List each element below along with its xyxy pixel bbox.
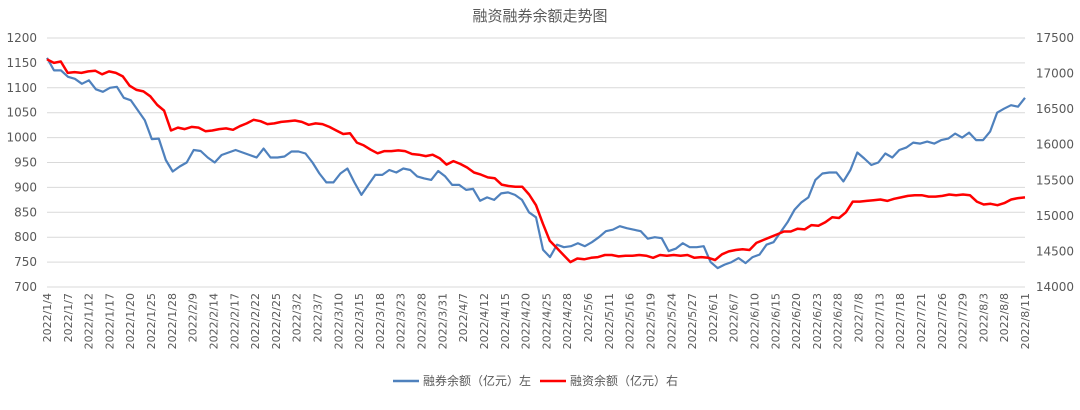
x-axis-tick-label: 2022/5/19 <box>644 293 657 349</box>
legend-label: 融券余额（亿元）左 <box>423 373 531 388</box>
x-axis-tick-label: 2022/5/24 <box>665 293 678 349</box>
right-axis-tick-label: 16500 <box>1036 102 1074 116</box>
x-axis-tick-label: 2022/4/15 <box>499 293 512 349</box>
left-axis-tick-label: 800 <box>14 230 37 244</box>
gridlines <box>47 37 1025 288</box>
right-axis-tick-label: 16000 <box>1036 138 1074 152</box>
right-axis-tick-label: 14500 <box>1036 244 1074 258</box>
left-axis-tick-label: 950 <box>14 156 37 170</box>
x-axis-tick-label: 2022/3/28 <box>416 293 429 349</box>
x-axis-tick-label: 2022/6/7 <box>728 293 741 342</box>
x-axis-tick-label: 2022/6/28 <box>832 293 845 349</box>
left-axis-tick-label: 700 <box>14 280 37 294</box>
x-axis-tick-label: 2022/4/28 <box>561 293 574 349</box>
series-line-short-selling <box>46 57 1026 270</box>
x-axis-tick-label: 2022/4/7 <box>457 293 470 342</box>
x-axis-tick-label: 2022/5/6 <box>582 293 595 342</box>
x-axis-tick-label: 2022/1/28 <box>166 293 179 349</box>
x-axis-tick-label: 2022/3/18 <box>374 293 387 349</box>
left-axis-tick-label: 750 <box>14 255 37 269</box>
left-axis-tick-label: 1150 <box>6 56 37 70</box>
x-axis-tick-label: 2022/7/13 <box>873 293 886 349</box>
left-axis-tick-label: 1100 <box>6 81 37 95</box>
x-axis-tick-label: 2022/7/21 <box>915 293 928 349</box>
x-axis-tick-label: 2022/4/25 <box>540 293 553 349</box>
left-axis-tick-label: 900 <box>14 180 37 194</box>
x-axis-tick-label: 2022/2/14 <box>207 293 220 349</box>
left-axis-tick-label: 1050 <box>6 106 37 120</box>
right-axis-tick-label: 14000 <box>1036 280 1074 294</box>
x-axis-tick-label: 2022/3/31 <box>436 293 449 349</box>
x-axis-tick-label: 2022/7/26 <box>936 293 949 349</box>
x-axis-tick-label: 2022/8/3 <box>977 293 990 342</box>
x-axis-tick-label: 2022/2/22 <box>249 293 262 349</box>
x-axis-tick-label: 2022/1/12 <box>83 293 96 349</box>
x-axis-tick-label: 2022/7/29 <box>957 293 970 349</box>
x-axis-ticks: 2022/1/4 2022/1/7 2022/1/12 2022/1/17 2022/1… <box>41 293 1032 349</box>
x-axis-tick-label: 2022/2/9 <box>187 293 200 342</box>
legend: 融券余额（亿元）左 融资余额（亿元）右 <box>393 373 678 388</box>
series-line-margin-financing <box>46 58 1026 264</box>
right-axis-tick-label: 17000 <box>1036 67 1074 81</box>
left-axis-tick-label: 1200 <box>6 31 37 45</box>
x-axis-tick-label: 2022/6/1 <box>707 293 720 342</box>
left-axis-ticks: 700 750 800 850 900 950 1000 1050 1100 1150 1200 <box>6 31 37 294</box>
x-axis-tick-label: 2022/1/7 <box>62 293 75 342</box>
x-axis-tick-label: 2022/3/10 <box>332 293 345 349</box>
x-axis-tick-label: 2022/3/7 <box>312 293 325 342</box>
x-axis-tick-label: 2022/5/11 <box>603 293 616 349</box>
x-axis-tick-label: 2022/2/17 <box>228 293 241 349</box>
x-axis-tick-label: 2022/4/20 <box>520 293 533 349</box>
right-axis-tick-label: 15000 <box>1036 209 1074 223</box>
legend-label: 融资余额（亿元）右 <box>570 373 678 388</box>
x-axis-tick-label: 2022/6/15 <box>769 293 782 349</box>
x-axis-tick-label: 2022/6/10 <box>748 293 761 349</box>
series-lines <box>46 57 1026 270</box>
x-axis-tick-label: 2022/8/8 <box>998 293 1011 342</box>
left-axis-tick-label: 1000 <box>6 131 37 145</box>
x-axis-tick-label: 2022/6/23 <box>811 293 824 349</box>
x-axis-tick-label: 2022/1/25 <box>145 293 158 349</box>
right-axis-ticks: 14000 14500 15000 15500 16000 16500 17000 17500 <box>1036 31 1074 294</box>
x-axis-tick-label: 2022/4/12 <box>478 293 491 349</box>
right-axis-tick-label: 15500 <box>1036 173 1074 187</box>
x-axis-tick-label: 2022/1/20 <box>124 293 137 349</box>
x-axis-tick-label: 2022/2/25 <box>270 293 283 349</box>
x-axis-tick-label: 2022/3/23 <box>395 293 408 349</box>
x-axis-tick-label: 2022/3/15 <box>353 293 366 349</box>
left-axis-tick-label: 850 <box>14 205 37 219</box>
x-axis-tick-label: 2022/6/20 <box>790 293 803 349</box>
x-axis-tick-label: 2022/5/16 <box>624 293 637 349</box>
x-axis-tick-label: 2022/8/11 <box>1019 293 1032 349</box>
x-axis-tick-label: 2022/7/18 <box>894 293 907 349</box>
right-axis-tick-label: 17500 <box>1036 31 1074 45</box>
x-axis-tick-label: 2022/7/8 <box>853 293 866 342</box>
x-axis-tick-label: 2022/3/2 <box>291 293 304 342</box>
x-axis-tick-label: 2022/1/4 <box>41 293 54 342</box>
x-axis-tick-label: 2022/1/17 <box>103 293 116 349</box>
chart-title: 融资融券余额走势图 <box>472 7 607 25</box>
x-axis-tick-label: 2022/5/27 <box>686 293 699 349</box>
